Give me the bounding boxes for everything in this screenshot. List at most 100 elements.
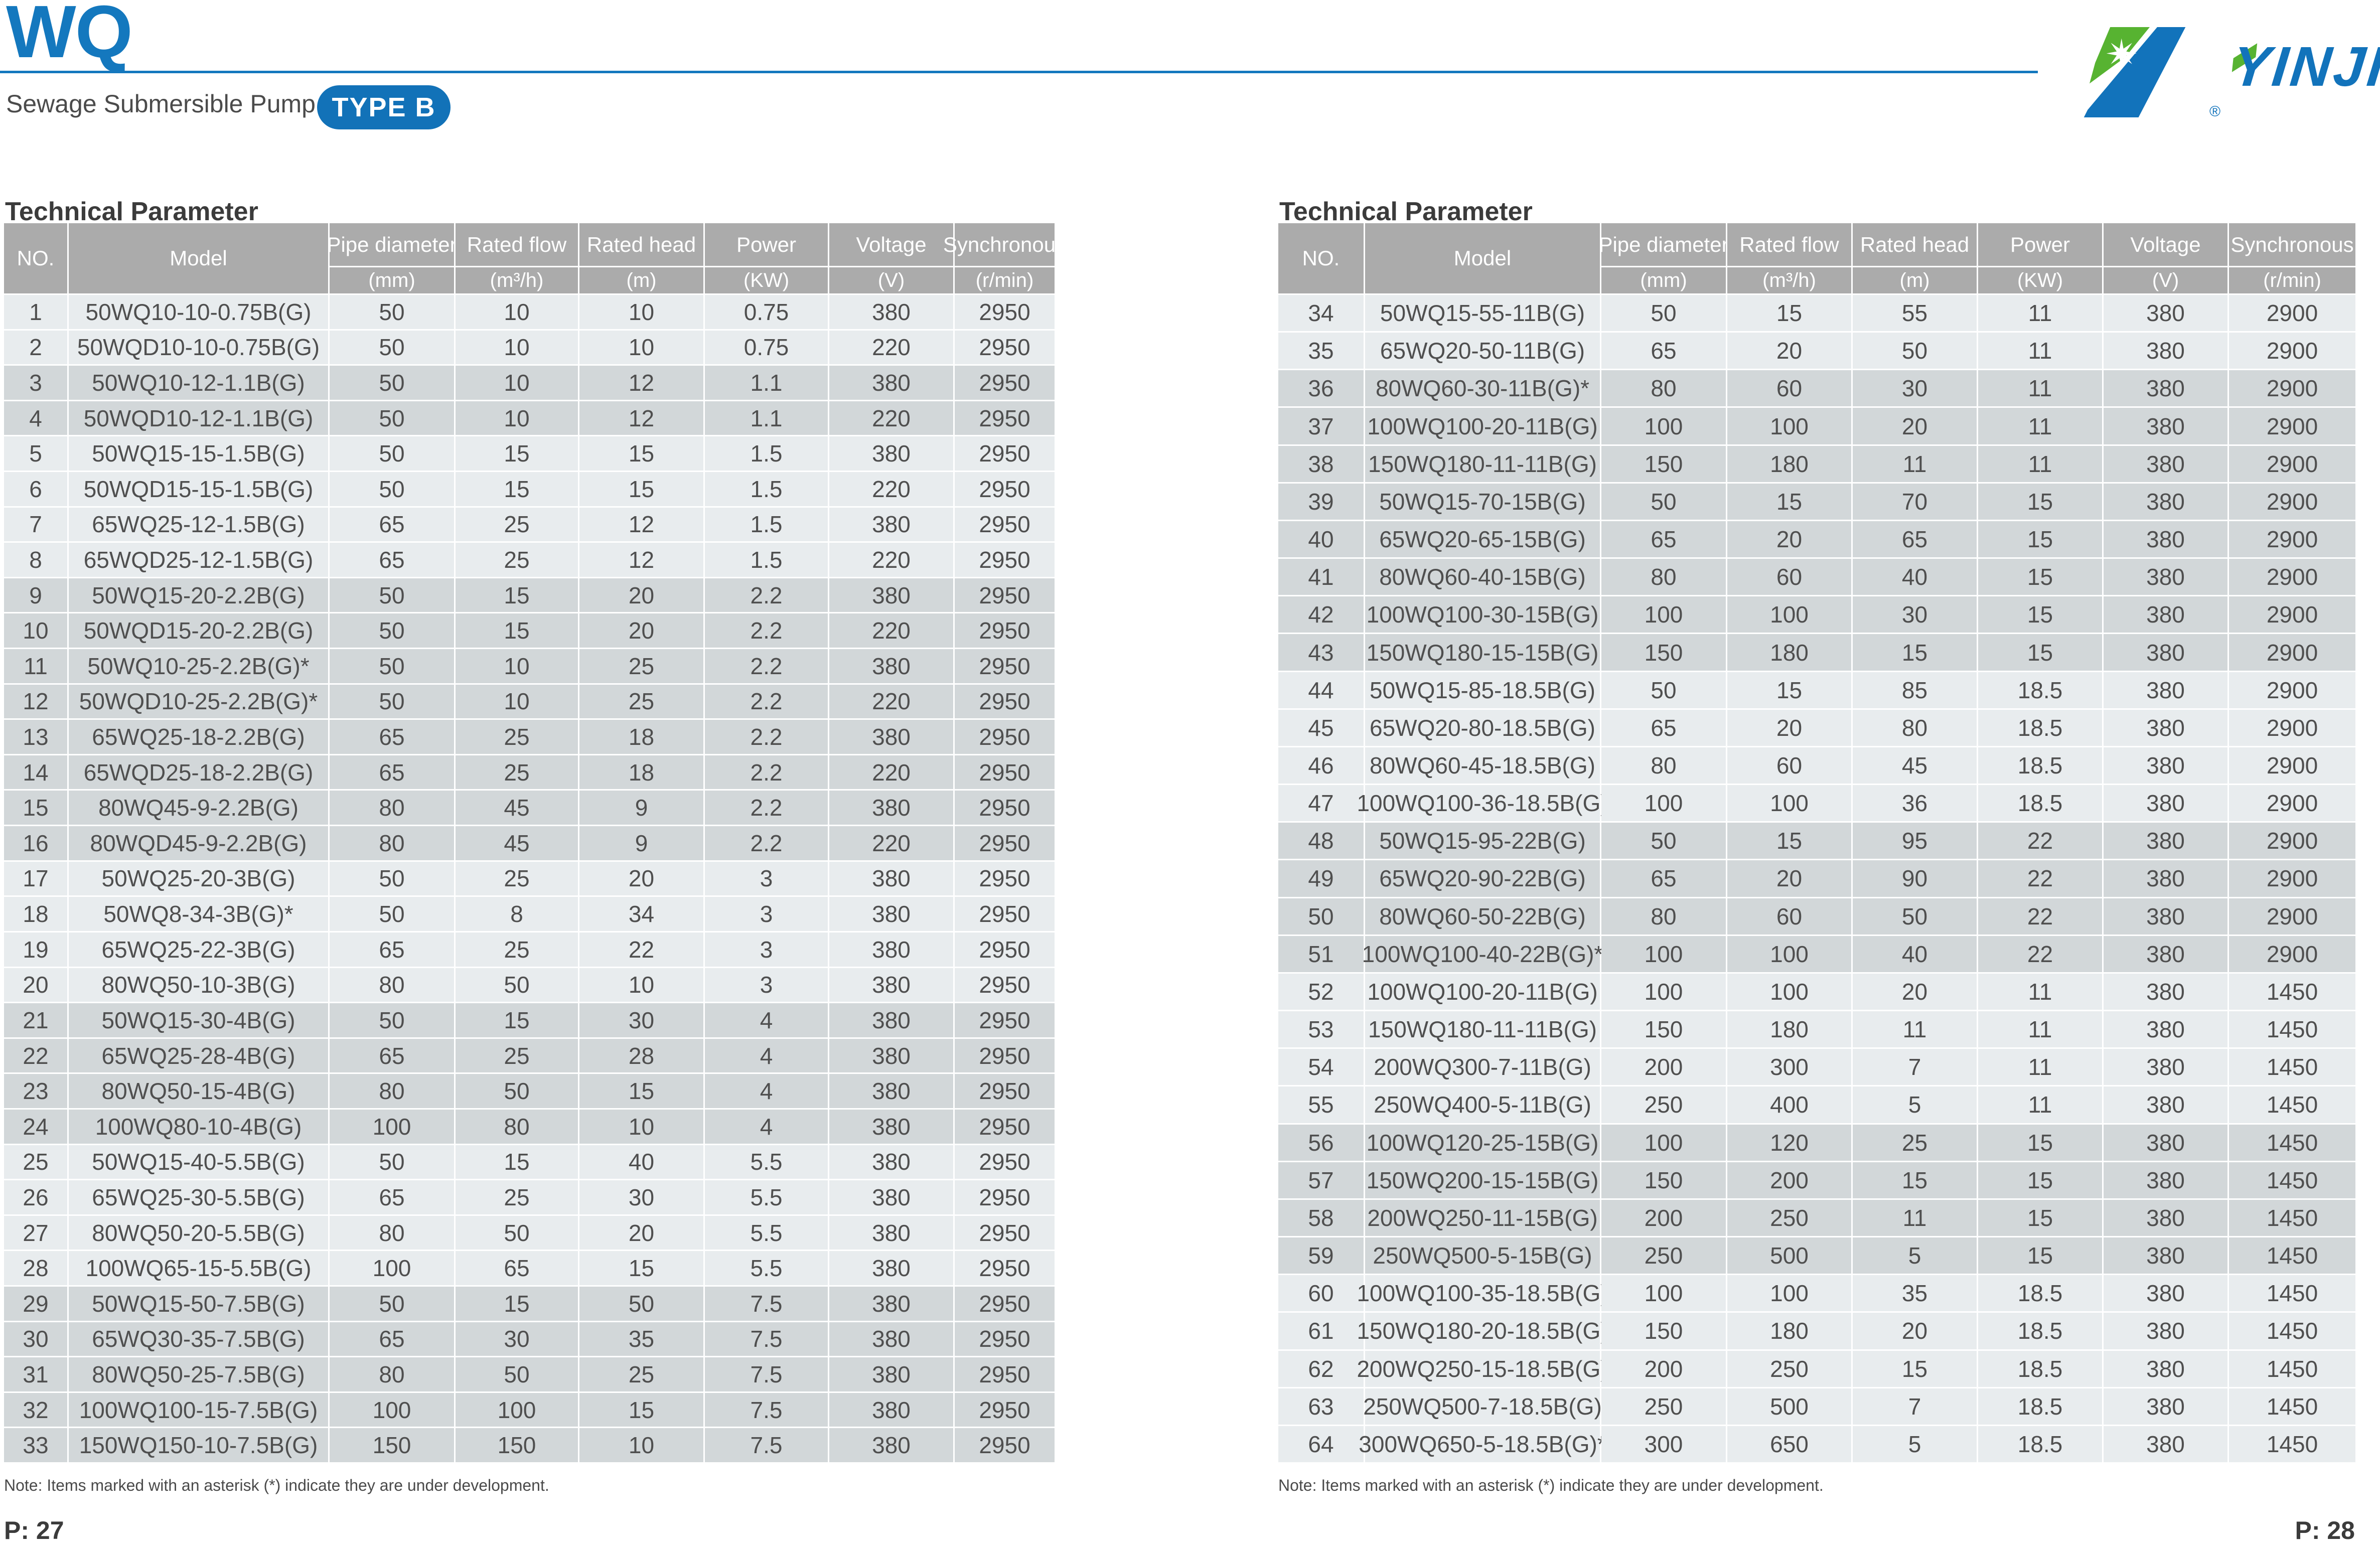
cell-power: 5.5 <box>705 1215 828 1250</box>
cell-rated-head: 25 <box>579 1357 703 1391</box>
cell-rated-flow: 10 <box>456 295 578 329</box>
cell-power: 2.2 <box>705 791 828 825</box>
cell-rated-head: 28 <box>579 1038 703 1073</box>
cell-model: 150WQ180-11-11B(G) <box>1365 445 1600 482</box>
cell-no: 47 <box>1278 785 1364 822</box>
cell-synchronous: 2900 <box>2229 785 2355 822</box>
cell-voltage: 380 <box>2104 1237 2227 1274</box>
cell-synchronous: 2950 <box>955 932 1055 967</box>
cell-power: 22 <box>1978 898 2102 935</box>
cell-no: 45 <box>1278 709 1364 746</box>
cell-synchronous: 2950 <box>955 507 1055 542</box>
cell-rated-head: 55 <box>1853 295 1977 332</box>
cell-rated-head: 15 <box>579 472 703 506</box>
cell-model: 50WQ15-15-1.5B(G) <box>69 436 328 471</box>
series-title: WQ <box>6 0 133 73</box>
cell-synchronous: 2950 <box>955 1145 1055 1179</box>
cell-rated-head: 34 <box>579 897 703 931</box>
cell-rated-head: 15 <box>579 1392 703 1427</box>
cell-rated-head: 90 <box>1853 860 1977 897</box>
cell-voltage: 380 <box>829 1003 953 1037</box>
cell-power: 4 <box>705 1109 828 1144</box>
cell-rated-flow: 15 <box>1727 483 1851 520</box>
cell-voltage: 220 <box>829 330 953 365</box>
cell-model: 50WQ10-12-1.1B(G) <box>69 366 328 400</box>
cell-no: 27 <box>4 1215 67 1250</box>
cell-pipe-diameter: 150 <box>1601 1011 1726 1048</box>
cell-power: 11 <box>1978 445 2102 482</box>
cell-voltage: 380 <box>2104 785 2227 822</box>
cell-power: 22 <box>1978 860 2102 897</box>
cell-rated-head: 20 <box>1853 1313 1977 1349</box>
cell-no: 8 <box>4 543 67 577</box>
cell-power: 0.75 <box>705 295 828 329</box>
cell-pipe-diameter: 65 <box>330 1180 454 1214</box>
cell-voltage: 380 <box>2104 596 2227 633</box>
cell-pipe-diameter: 65 <box>330 755 454 790</box>
cell-power: 11 <box>1978 973 2102 1010</box>
cell-pipe-diameter: 50 <box>1601 295 1726 332</box>
cell-power: 11 <box>1978 408 2102 444</box>
cell-synchronous: 2950 <box>955 295 1055 329</box>
cell-rated-head: 22 <box>579 932 703 967</box>
cell-rated-head: 40 <box>1853 559 1977 595</box>
cell-synchronous: 2950 <box>955 861 1055 896</box>
cell-voltage: 380 <box>829 1428 953 1462</box>
cell-rated-flow: 100 <box>1727 785 1851 822</box>
cell-no: 40 <box>1278 521 1364 558</box>
unit-rmin: (r/min) <box>955 267 1055 293</box>
cell-pipe-diameter: 80 <box>1601 370 1726 407</box>
cell-synchronous: 2900 <box>2229 370 2355 407</box>
cell-rated-head: 5 <box>1853 1237 1977 1274</box>
cell-synchronous: 1450 <box>2229 1388 2355 1425</box>
cell-rated-head: 30 <box>1853 370 1977 407</box>
cell-voltage: 380 <box>2104 1124 2227 1161</box>
cell-power: 4 <box>705 1003 828 1037</box>
cell-voltage: 380 <box>829 932 953 967</box>
cell-model: 50WQ15-70-15B(G) <box>1365 483 1600 520</box>
cell-no: 32 <box>4 1392 67 1427</box>
cell-synchronous: 2950 <box>955 578 1055 612</box>
cell-pipe-diameter: 100 <box>1601 1124 1726 1161</box>
cell-synchronous: 2950 <box>955 684 1055 719</box>
cell-no: 57 <box>1278 1162 1364 1198</box>
cell-pipe-diameter: 50 <box>330 613 454 648</box>
cell-rated-head: 7 <box>1853 1388 1977 1425</box>
cell-power: 11 <box>1978 1086 2102 1123</box>
cell-power: 4 <box>705 1038 828 1073</box>
cell-no: 58 <box>1278 1199 1364 1236</box>
cell-no: 23 <box>4 1074 67 1108</box>
cell-voltage: 380 <box>2104 747 2227 784</box>
cell-power: 18.5 <box>1978 709 2102 746</box>
cell-no: 26 <box>4 1180 67 1214</box>
cell-pipe-diameter: 150 <box>1601 1313 1726 1349</box>
cell-pipe-diameter: 80 <box>330 1215 454 1250</box>
col-header-synchronous: Synchronous <box>943 223 1066 266</box>
cell-rated-head: 30 <box>1853 596 1977 633</box>
cell-no: 11 <box>4 649 67 683</box>
cell-pipe-diameter: 80 <box>330 826 454 860</box>
cell-rated-flow: 10 <box>456 330 578 365</box>
cell-pipe-diameter: 50 <box>330 366 454 400</box>
cell-model: 50WQ15-95-22B(G) <box>1365 823 1600 859</box>
cell-no: 62 <box>1278 1350 1364 1387</box>
cell-pipe-diameter: 80 <box>330 1357 454 1391</box>
cell-rated-head: 15 <box>579 436 703 471</box>
cell-model: 100WQ80-10-4B(G) <box>69 1109 328 1144</box>
unit-m3h: (m³/h) <box>1727 267 1851 293</box>
note-right: Note: Items marked with an asterisk (*) … <box>1278 1476 1824 1494</box>
cell-model: 200WQ250-15-18.5B(G) <box>1357 1350 1608 1387</box>
cell-model: 50WQ15-85-18.5B(G) <box>1365 672 1600 708</box>
cell-rated-head: 65 <box>1853 521 1977 558</box>
cell-synchronous: 1450 <box>2229 1237 2355 1274</box>
cell-voltage: 380 <box>829 578 953 612</box>
cell-power: 5.5 <box>705 1251 828 1285</box>
cell-no: 49 <box>1278 860 1364 897</box>
cell-synchronous: 2900 <box>2229 709 2355 746</box>
cell-model: 80WQ60-30-11B(G)* <box>1365 370 1600 407</box>
cell-pipe-diameter: 100 <box>1601 936 1726 972</box>
unit-mm: (mm) <box>330 267 454 293</box>
cell-synchronous: 2950 <box>955 897 1055 931</box>
cell-pipe-diameter: 65 <box>330 507 454 542</box>
